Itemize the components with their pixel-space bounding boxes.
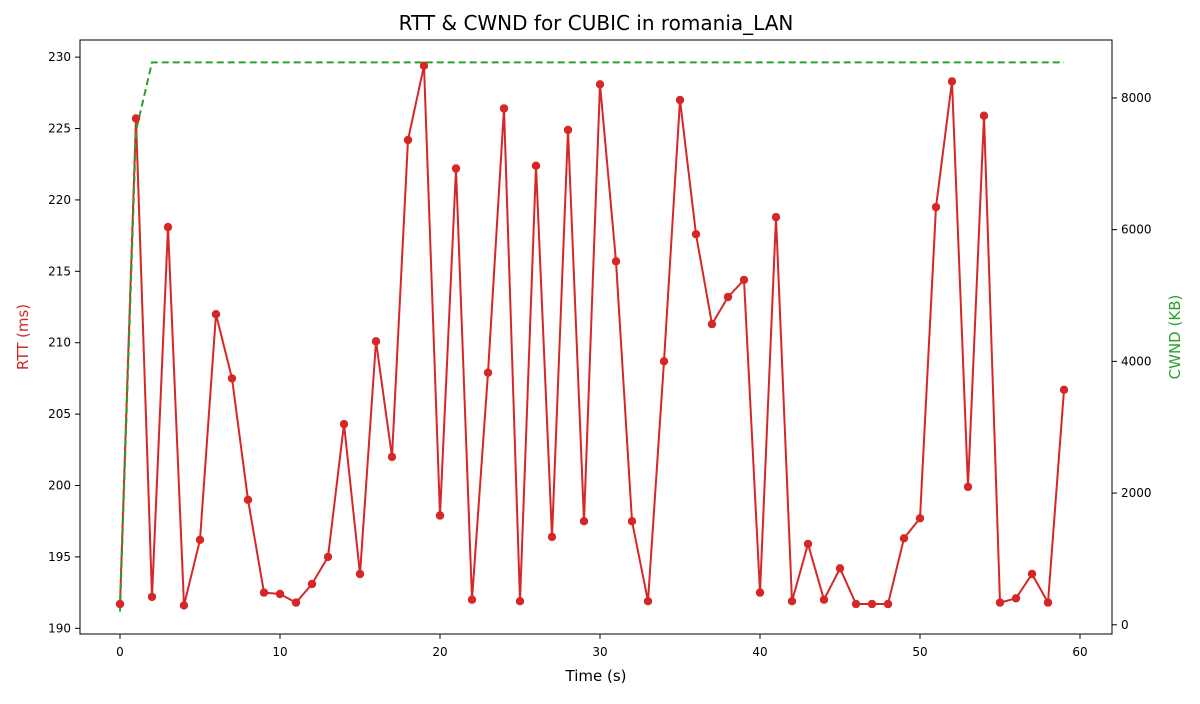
- x-tick-label: 30: [592, 645, 607, 659]
- rtt-point: [387, 452, 397, 462]
- rtt-point: [1043, 598, 1053, 607]
- y-axis-left: 190 195 200 205 210 215 220 225 230: [48, 50, 80, 635]
- y2-tick-label: 8000: [1121, 91, 1152, 105]
- rtt-point: [291, 598, 301, 607]
- rtt-point: [899, 534, 909, 543]
- rtt-point: [483, 368, 493, 377]
- rtt-point: [931, 202, 941, 212]
- x-tick-label: 10: [272, 645, 287, 659]
- cwnd-series-line: [119, 61, 1064, 612]
- rtt-point: [755, 588, 765, 597]
- rtt-point: [371, 337, 381, 346]
- rtt-point: [355, 569, 365, 579]
- y2-tick-label: 0: [1121, 618, 1129, 632]
- x-axis-title: Time (s): [565, 667, 627, 685]
- rtt-point: [627, 517, 637, 526]
- rtt-point: [659, 357, 669, 366]
- rtt-point: [915, 514, 925, 523]
- rtt-point: [595, 80, 605, 89]
- rtt-point: [323, 552, 333, 562]
- rtt-point: [995, 598, 1005, 607]
- rtt-point: [675, 95, 685, 105]
- rtt-point: [707, 319, 717, 329]
- rtt-point: [211, 310, 221, 319]
- y-tick-label: 220: [48, 193, 71, 207]
- rtt-point: [771, 212, 781, 222]
- rtt-point: [963, 482, 973, 492]
- rtt-point: [547, 532, 557, 542]
- rtt-point: [691, 230, 701, 239]
- rtt-point: [947, 77, 957, 86]
- plot-area: [115, 61, 1069, 612]
- rtt-point: [419, 61, 429, 70]
- rtt-point: [499, 104, 509, 113]
- y-tick-label: 195: [48, 550, 71, 564]
- rtt-point: [803, 539, 813, 549]
- x-tick-label: 60: [1072, 645, 1087, 659]
- rtt-point: [307, 579, 317, 589]
- rtt-point: [867, 599, 877, 609]
- y-tick-label: 215: [48, 264, 71, 278]
- rtt-point: [611, 257, 621, 266]
- y-tick-label: 230: [48, 50, 71, 64]
- x-tick-label: 0: [116, 645, 124, 659]
- y-tick-label: 190: [48, 621, 71, 635]
- x-tick-label: 50: [912, 645, 927, 659]
- rtt-point: [1027, 569, 1037, 579]
- rtt-point: [403, 135, 413, 145]
- rtt-point: [787, 597, 797, 606]
- rtt-point: [147, 592, 157, 602]
- rtt-point: [579, 517, 589, 526]
- y-tick-label: 200: [48, 479, 71, 493]
- x-tick-label: 40: [752, 645, 767, 659]
- rtt-point: [467, 595, 477, 604]
- rtt-point: [819, 595, 829, 604]
- rtt-point: [451, 164, 461, 173]
- rtt-point: [643, 597, 653, 606]
- rtt-point: [131, 114, 141, 123]
- y-tick-label: 210: [48, 336, 71, 350]
- rtt-point: [563, 125, 573, 135]
- rtt-point: [179, 601, 189, 610]
- rtt-point: [531, 161, 541, 170]
- rtt-point: [883, 599, 893, 609]
- rtt-point: [851, 599, 861, 609]
- rtt-point: [723, 292, 733, 302]
- y2-axis-title: CWND (KB): [1166, 295, 1184, 380]
- rtt-point: [227, 374, 237, 383]
- x-axis: 0 10 20 30 40 50 60: [116, 634, 1088, 659]
- y-tick-label: 225: [48, 122, 71, 136]
- y2-tick-label: 2000: [1121, 486, 1152, 500]
- plot-frame: [79, 39, 1113, 635]
- rtt-point: [835, 564, 845, 573]
- rtt-point: [435, 511, 445, 520]
- y2-tick-label: 6000: [1121, 223, 1152, 237]
- y2-tick-label: 4000: [1121, 354, 1152, 368]
- rtt-point: [515, 597, 525, 606]
- x-tick-label: 20: [432, 645, 447, 659]
- y-axis-title: RTT (ms): [14, 304, 32, 370]
- rtt-point: [195, 535, 205, 544]
- rtt-point: [243, 495, 253, 504]
- rtt-point: [1011, 594, 1021, 603]
- chart-title: RTT & CWND for CUBIC in romania_LAN: [399, 11, 794, 35]
- y-axis-right: 0 2000 4000 6000 8000: [1112, 91, 1152, 632]
- rtt-point: [275, 589, 285, 599]
- rtt-point: [1059, 385, 1069, 394]
- rtt-point: [259, 588, 269, 597]
- y-tick-label: 205: [48, 407, 71, 421]
- rtt-series-line: [119, 64, 1065, 607]
- rtt-point: [115, 599, 125, 609]
- rtt-point: [163, 222, 173, 232]
- rtt-point: [339, 419, 349, 429]
- rtt-point: [739, 275, 749, 285]
- rtt-point: [979, 111, 989, 120]
